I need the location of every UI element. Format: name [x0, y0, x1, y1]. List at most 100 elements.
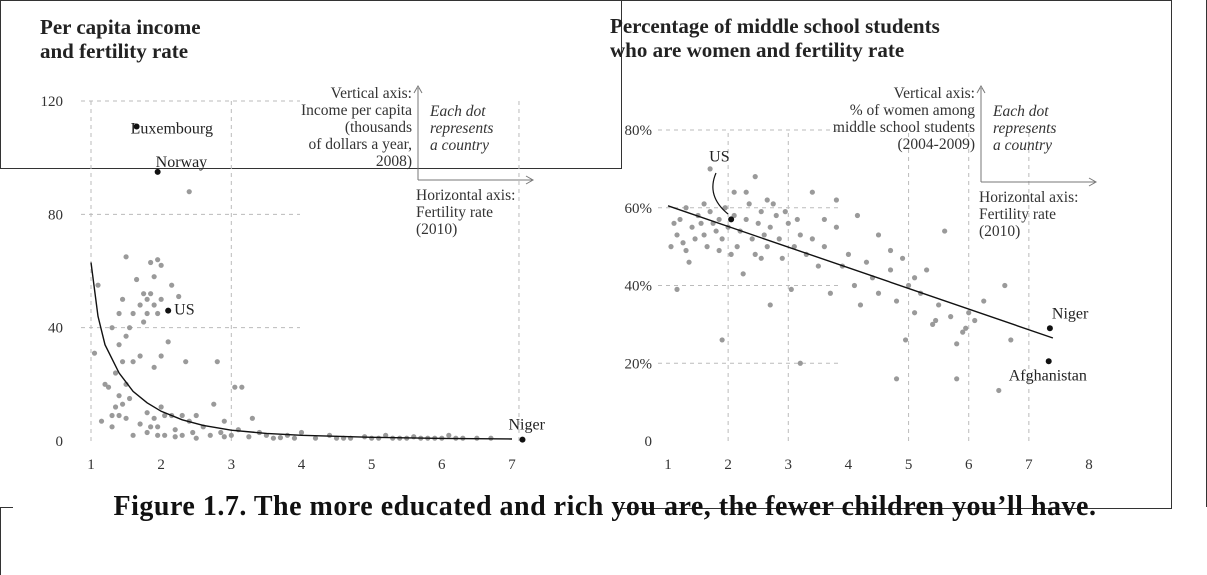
data-point — [845, 251, 852, 257]
data-point — [155, 424, 161, 430]
x-axis-description: Horizontal axis: — [416, 187, 515, 204]
data-point — [155, 432, 161, 438]
y-tick-label: 60% — [625, 201, 653, 217]
data-point — [119, 296, 126, 302]
data-point — [109, 325, 115, 331]
y-tick-label: 120 — [41, 94, 64, 110]
dot-legend-note: a country — [993, 137, 1052, 154]
x-tick-label: 7 — [1025, 457, 1033, 473]
trend-line — [667, 205, 1054, 339]
data-point — [130, 359, 136, 365]
data-point — [116, 412, 122, 419]
data-point — [785, 220, 791, 226]
highlight-point — [154, 168, 161, 175]
data-point — [123, 333, 129, 339]
data-point — [924, 267, 930, 273]
data-point — [930, 321, 936, 327]
y-axis-description: 2008) — [376, 153, 412, 170]
data-point — [165, 339, 171, 345]
data-point — [193, 412, 199, 419]
x-tick-label: 6 — [965, 457, 973, 473]
data-point — [668, 244, 674, 250]
data-point — [797, 360, 803, 366]
data-point — [740, 271, 746, 277]
data-point — [716, 247, 722, 254]
data-point — [692, 236, 698, 242]
axis-key-up-arrow — [976, 84, 986, 182]
data-point — [162, 412, 168, 419]
data-point — [809, 189, 815, 195]
data-point — [190, 429, 196, 436]
y-axis-description: (2004-2009) — [898, 136, 976, 153]
data-point — [218, 429, 224, 436]
x-tick-label: 5 — [905, 457, 913, 473]
data-point — [698, 220, 704, 226]
x-tick-label: 6 — [438, 457, 446, 473]
data-point — [98, 418, 105, 424]
data-point — [716, 216, 722, 223]
data-point — [722, 205, 728, 211]
dot-legend-note: represents — [993, 120, 1056, 137]
data-point — [734, 244, 740, 250]
data-point — [770, 201, 776, 207]
axis-key-up-arrow — [413, 84, 423, 180]
data-point — [158, 353, 164, 359]
data-point — [116, 310, 122, 317]
data-point — [105, 384, 112, 390]
x-tick-label: 4 — [845, 457, 853, 473]
data-point — [1002, 282, 1008, 289]
data-point — [731, 189, 737, 195]
data-point — [158, 262, 164, 268]
data-point — [109, 412, 115, 419]
x-tick-label: 8 — [1085, 457, 1093, 473]
data-point — [764, 244, 770, 250]
data-point — [674, 232, 680, 238]
data-point — [767, 224, 773, 230]
data-point — [743, 216, 749, 223]
data-point — [743, 189, 749, 195]
data-point — [746, 201, 752, 207]
data-point — [707, 209, 713, 215]
dot-legend-note: Each dot — [429, 103, 486, 120]
data-point — [963, 325, 969, 331]
data-point — [144, 429, 150, 436]
data-point — [779, 255, 785, 261]
data-point — [902, 337, 909, 343]
data-point — [232, 384, 238, 390]
highlight-point — [133, 123, 140, 130]
data-point — [954, 341, 960, 347]
data-point — [383, 432, 389, 438]
data-point — [821, 216, 827, 223]
data-point — [214, 359, 220, 365]
data-point — [186, 189, 192, 195]
data-point — [246, 434, 252, 440]
data-point — [172, 434, 178, 440]
data-point — [211, 401, 217, 407]
data-point — [144, 296, 150, 302]
data-point — [144, 310, 150, 317]
data-point — [911, 310, 918, 316]
data-point — [112, 370, 119, 376]
data-point — [151, 274, 157, 280]
x-tick-label: 2 — [724, 457, 732, 473]
data-point — [887, 267, 894, 273]
data-point — [966, 310, 972, 316]
data-point — [782, 209, 788, 215]
data-point — [761, 232, 767, 238]
data-point — [126, 395, 133, 402]
data-point — [680, 240, 686, 246]
data-point — [270, 435, 277, 441]
data-point — [731, 212, 737, 219]
data-point — [126, 325, 133, 331]
data-point — [972, 317, 978, 324]
data-point — [758, 209, 764, 215]
data-point — [933, 317, 939, 324]
data-point — [683, 247, 689, 254]
data-point — [749, 236, 755, 242]
data-point — [863, 259, 870, 265]
data-point — [91, 350, 98, 356]
data-point — [151, 415, 157, 421]
data-point — [183, 359, 189, 365]
data-point — [291, 435, 298, 441]
